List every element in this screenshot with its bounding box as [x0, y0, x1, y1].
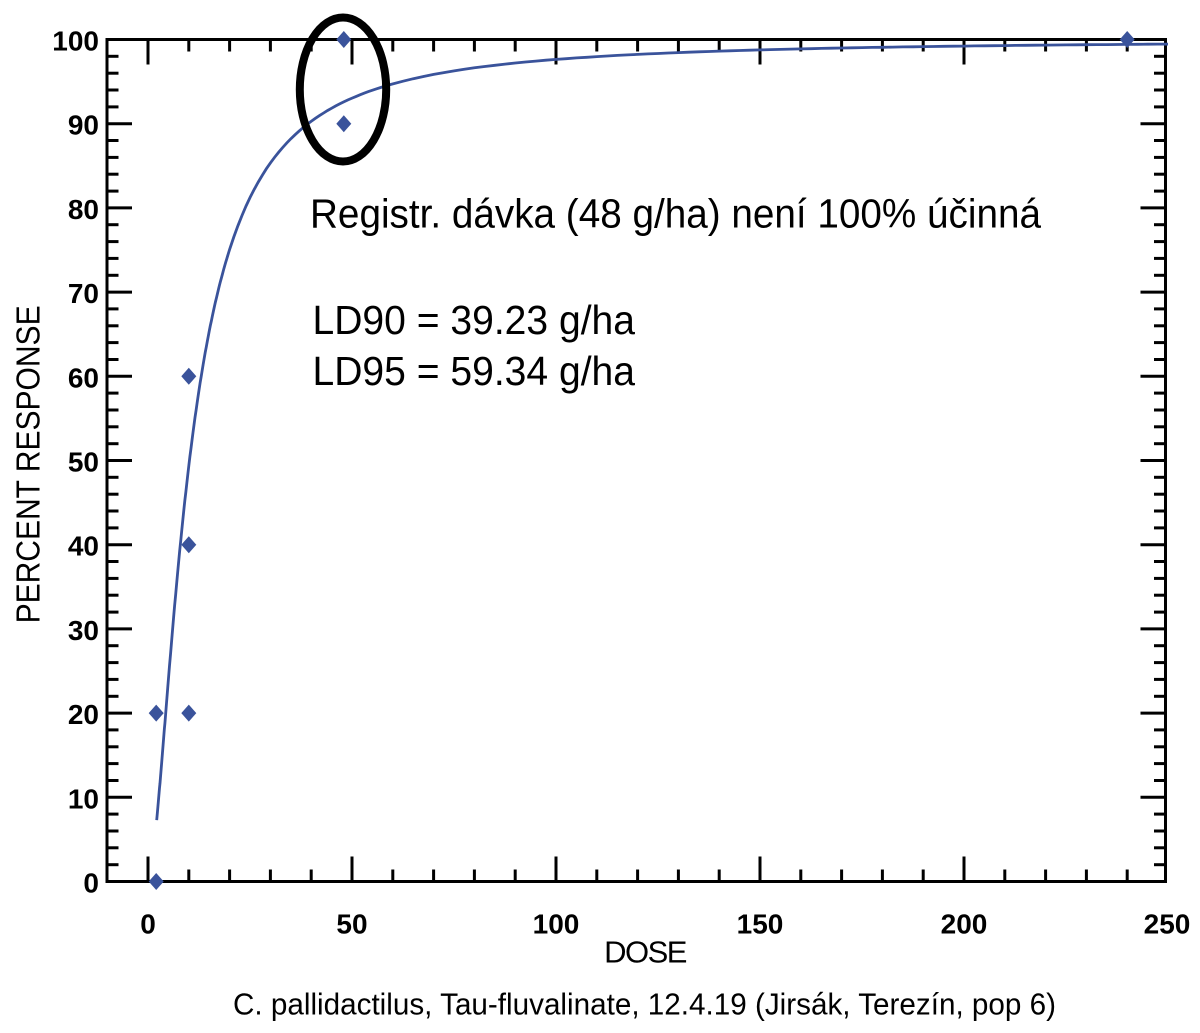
svg-text:50: 50	[68, 447, 99, 478]
svg-text:PERCENT RESPONSE: PERCENT RESPONSE	[10, 305, 47, 623]
svg-text:50: 50	[336, 909, 367, 940]
svg-text:LD90 = 39.23 g/ha: LD90 = 39.23 g/ha	[313, 297, 636, 343]
svg-text:C. pallidactilus, Tau-fluvalin: C. pallidactilus, Tau-fluvalinate, 12.4.…	[233, 987, 1056, 1022]
svg-text:10: 10	[68, 783, 99, 814]
svg-text:70: 70	[68, 278, 99, 309]
svg-text:80: 80	[68, 194, 99, 225]
svg-text:200: 200	[941, 909, 988, 940]
svg-text:0: 0	[140, 909, 156, 940]
svg-text:150: 150	[737, 909, 784, 940]
svg-text:100: 100	[52, 26, 99, 57]
svg-text:100: 100	[533, 909, 580, 940]
svg-text:DOSE: DOSE	[604, 935, 687, 970]
svg-text:90: 90	[68, 110, 99, 141]
svg-text:250: 250	[1144, 909, 1191, 940]
svg-text:LD95 = 59.34 g/ha: LD95 = 59.34 g/ha	[313, 348, 636, 394]
svg-text:Registr. dávka (48 g/ha) není: Registr. dávka (48 g/ha) není 100% účinn…	[310, 191, 1041, 237]
svg-text:40: 40	[68, 531, 99, 562]
svg-text:20: 20	[68, 699, 99, 730]
svg-text:60: 60	[68, 362, 99, 393]
svg-text:0: 0	[83, 868, 99, 899]
svg-text:30: 30	[68, 615, 99, 646]
